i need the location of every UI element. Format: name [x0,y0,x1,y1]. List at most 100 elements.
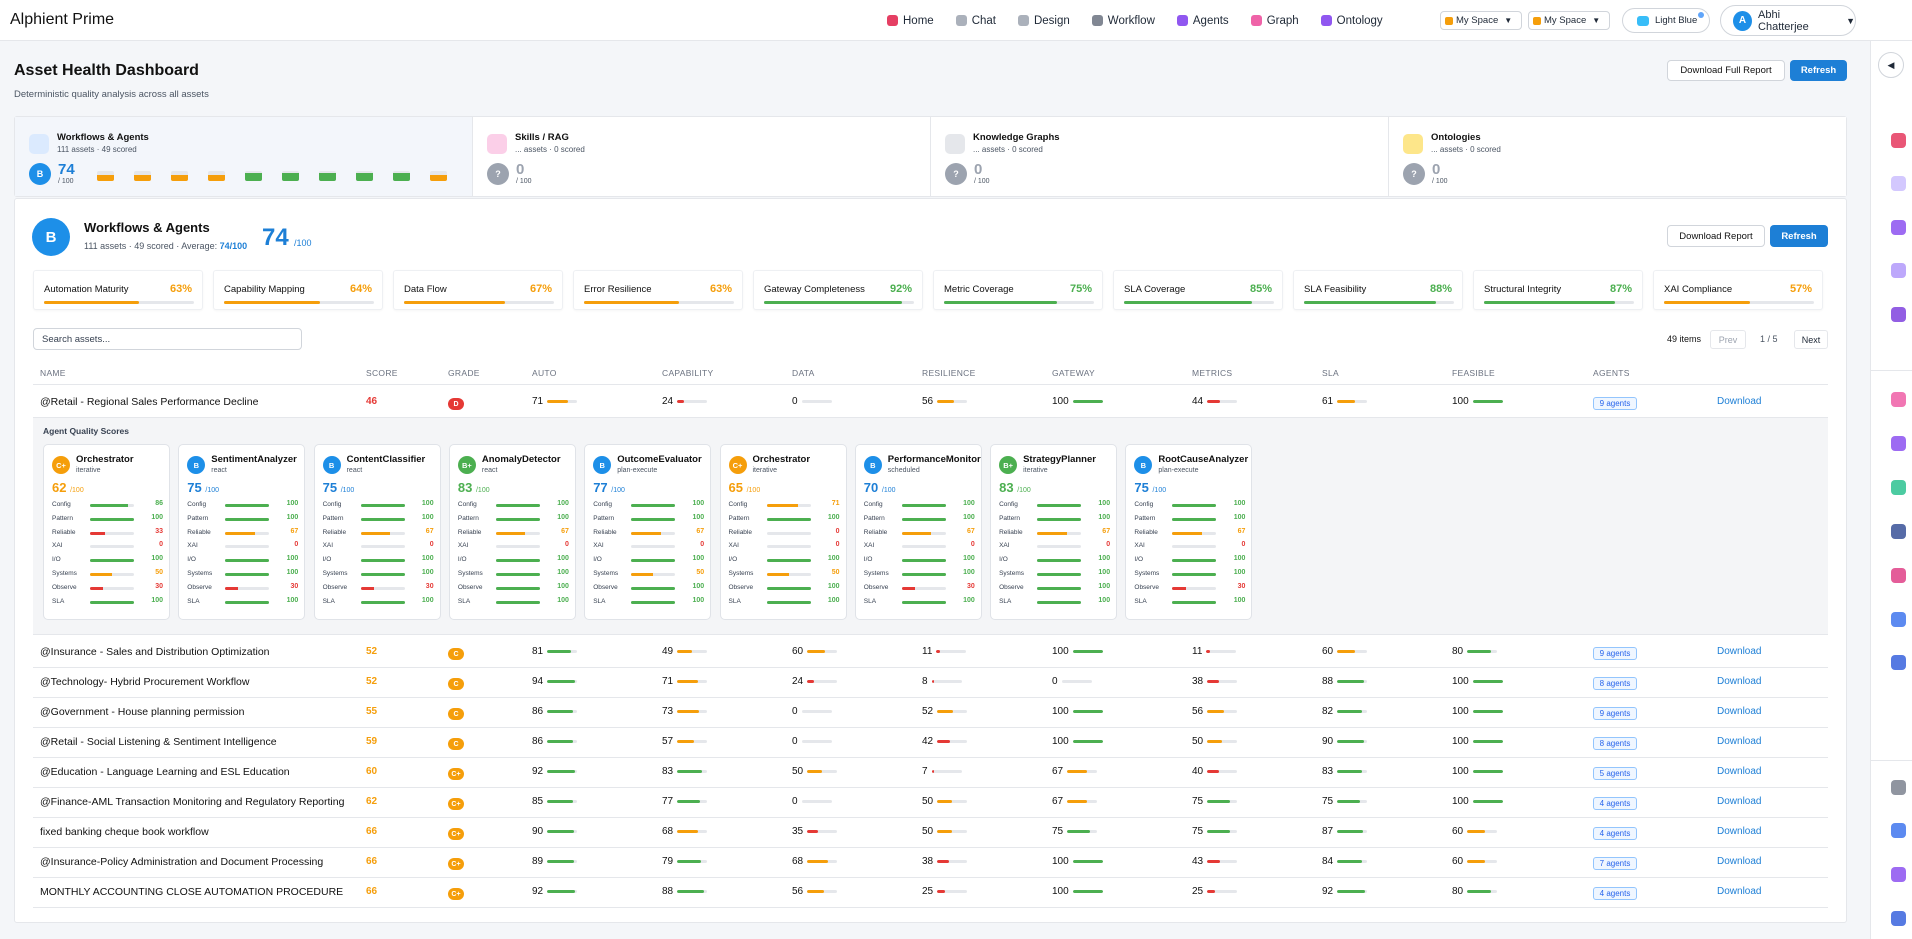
score-cell-data: 60 [792,646,838,657]
download-link[interactable]: Download [1717,766,1762,777]
row-name[interactable]: MONTHLY ACCOUNTING CLOSE AUTOMATION PROC… [40,886,344,898]
row-name[interactable]: @Insurance-Policy Administration and Doc… [40,856,324,868]
search-input[interactable] [33,328,302,350]
agents-badge[interactable]: 9 agents [1593,707,1637,720]
gear-icon[interactable] [1891,263,1906,278]
row-name[interactable]: @Finance-AML Transaction Monitoring and … [40,796,345,808]
clipboard-icon[interactable] [1891,220,1906,235]
chart-icon[interactable] [1891,911,1906,926]
agents-badge[interactable]: 4 agents [1593,887,1637,900]
category-card-workflows-agents[interactable]: Workflows & Agents 111 assets · 49 scored… [15,117,473,196]
row-name[interactable]: fixed banking cheque book workflow [40,826,209,838]
nav-ontology[interactable]: Ontology [1320,15,1383,27]
book-icon[interactable] [1891,524,1906,539]
books-icon[interactable] [1891,480,1906,495]
column-header-capability[interactable]: CAPABILITY [662,368,714,378]
agent-metric-label: Systems [322,570,348,577]
download-link[interactable]: Download [1717,706,1762,717]
save-icon[interactable] [1891,867,1906,882]
download-report-button[interactable]: Download Report [1667,225,1765,247]
agents-badge[interactable]: 4 agents [1593,797,1637,810]
refresh-all-button[interactable]: Refresh [1790,60,1847,81]
checklist-icon[interactable] [1891,568,1906,583]
column-header-resilience[interactable]: RESILIENCE [922,368,976,378]
metric-value: 75% [1069,283,1092,295]
download-link[interactable]: Download [1717,796,1762,807]
nav-graph[interactable]: Graph [1250,15,1299,27]
nav-workflow[interactable]: Workflow [1091,15,1155,27]
agents-badge[interactable]: 9 agents [1593,647,1637,660]
score-cell-gateway: 67 [1052,766,1098,777]
nav-agents[interactable]: Agents [1176,15,1229,27]
download-link[interactable]: Download [1717,736,1762,747]
download-link[interactable]: Download [1717,646,1762,657]
row-name[interactable]: @Retail - Social Listening & Sentiment I… [40,736,277,748]
collapse-rail-button[interactable]: ◀ [1878,52,1904,78]
agent-score: 83 /100 [458,480,490,495]
nav-design[interactable]: Design [1017,15,1070,27]
column-header-metrics[interactable]: METRICS [1192,368,1233,378]
column-header-sla[interactable]: SLA [1322,368,1339,378]
download-full-report-button[interactable]: Download Full Report [1667,60,1785,81]
agents-badge[interactable]: 7 agents [1593,857,1637,870]
agent-card[interactable]: B SentimentAnalyzer react 75 /100 Config 100 P… [178,444,306,620]
prev-page-button[interactable]: Prev [1710,330,1746,349]
agent-card[interactable]: C+ Orchestrator iterative 65 /100 Config 71 Pa… [719,444,847,620]
agent-card[interactable]: B PerformanceMonitor scheduled 70 /100 Confi… [854,444,982,620]
category-card-knowledge-graphs[interactable]: Knowledge Graphs ... assets · 0 scored? 0/… [931,117,1389,196]
download-link[interactable]: Download [1717,396,1762,407]
column-header-data[interactable]: DATA [792,368,815,378]
space-select-2[interactable]: My Space ▼ [1528,11,1610,30]
globe-icon[interactable] [1891,823,1906,838]
column-header-name[interactable]: NAME [40,368,66,378]
refresh-button[interactable]: Refresh [1770,225,1828,247]
agent-icon[interactable] [1891,307,1906,322]
theme-toggle-button[interactable]: Light Blue [1622,8,1710,33]
agent-card[interactable]: B ContentClassifier react 75 /100 Config 100 P… [313,444,441,620]
category-card-ontologies[interactable]: Ontologies ... assets · 0 scored? 0/ 100 [1389,117,1846,196]
agent-card[interactable]: C+ Orchestrator iterative 62 /100 Config 86 Pa… [43,444,170,620]
agent-icon[interactable] [1891,436,1906,451]
agents-badge[interactable]: 4 agents [1593,827,1637,840]
space-select-1[interactable]: My Space ▼ [1440,11,1522,30]
shield-icon[interactable] [1891,612,1906,627]
category-card-skills-rag[interactable]: Skills / RAG ... assets · 0 scored? 0/ 100 [473,117,931,196]
tools-icon[interactable] [1891,780,1906,795]
agents-badge[interactable]: 8 agents [1593,737,1637,750]
row-name[interactable]: @Education - Language Learning and ESL E… [40,766,290,778]
agent-card[interactable]: B RootCauseAnalyzer plan-execute 75 /100 Con… [1125,444,1253,620]
cell-bar [1472,710,1503,713]
column-header-grade[interactable]: GRADE [448,368,480,378]
column-header-score[interactable]: SCORE [366,368,398,378]
column-header-gateway[interactable]: GATEWAY [1052,368,1096,378]
row-name[interactable]: @Government - House planning permission [40,706,245,718]
cell-bar [677,400,708,403]
next-page-button[interactable]: Next [1794,330,1828,349]
brain-icon[interactable] [1891,392,1906,407]
user-menu-button[interactable]: A Abhi Chatterjee ▼ [1720,5,1856,36]
nav-home[interactable]: Home [887,15,934,27]
column-header-auto[interactable]: AUTO [532,368,557,378]
briefcase-icon[interactable] [1891,655,1906,670]
agent-metric-label: Pattern [187,514,209,522]
agent-card[interactable]: B+ AnomalyDetector react 83 /100 Config 100 Pa… [448,444,576,620]
nav-chat[interactable]: Chat [955,15,996,27]
row-name[interactable]: @Retail - Regional Sales Performance Dec… [40,396,259,408]
agent-card[interactable]: B+ StrategyPlanner iterative 83 /100 Config 1… [990,444,1118,620]
row-name[interactable]: @Insurance - Sales and Distribution Opti… [40,646,270,658]
agents-badge[interactable]: 5 agents [1593,767,1637,780]
download-link[interactable]: Download [1717,676,1762,687]
target-icon[interactable] [1891,133,1906,148]
row-name[interactable]: @Technology- Hybrid Procurement Workflow [40,676,250,688]
column-header-feasible[interactable]: FEASIBLE [1452,368,1496,378]
download-link[interactable]: Download [1717,856,1762,867]
column-header-agents[interactable]: AGENTS [1593,368,1630,378]
download-link[interactable]: Download [1717,826,1762,837]
agents-badge[interactable]: 9 agents [1593,397,1637,410]
agent-card[interactable]: B OutcomeEvaluator plan-execute 77 /100 Conf… [584,444,712,620]
metric-card-xai-compliance: XAI Compliance 57% [1653,270,1823,310]
agents-badge[interactable]: 8 agents [1593,677,1637,690]
document-icon[interactable] [1891,176,1906,191]
agent-score-value: 65 [728,480,743,495]
download-link[interactable]: Download [1717,886,1762,897]
